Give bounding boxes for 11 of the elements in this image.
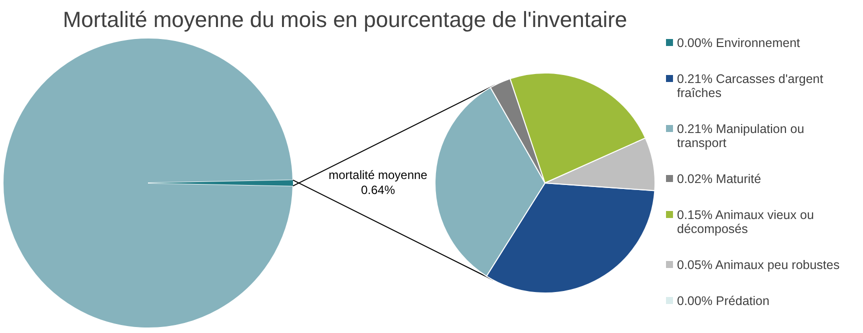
data-label: 0.64% — [360, 183, 396, 197]
legend-label: 0.00% Prédation — [677, 294, 770, 308]
pie-slice — [2, 38, 294, 328]
legend-label: 0.00% Environnement — [677, 36, 801, 50]
legend-label: 0.21% Carcasses d'argent fraîches — [677, 72, 824, 100]
chart-title: Mortalité moyenne du mois en pourcentage de l'inventaire — [62, 7, 628, 32]
legend-label: 0.05% Animaux peu robustes — [677, 258, 840, 272]
legend-label: 0.15% Animaux vieux ou décomposés — [677, 208, 814, 236]
legend-label: 0.02% Maturité — [677, 172, 762, 186]
slice-label: mortalité moyenne — [328, 168, 428, 182]
legend-label: 0.21% Manipulation ou transport — [677, 122, 804, 150]
